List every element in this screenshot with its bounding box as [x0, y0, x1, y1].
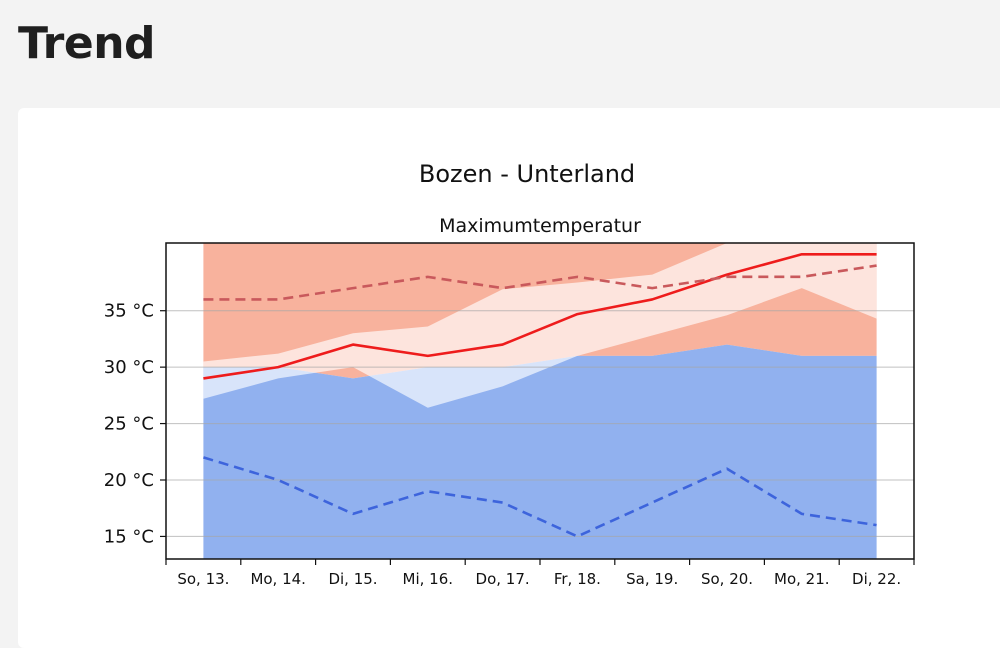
plot-area: 15 °C 20 °C 25 °C 30 °C 35 °C So, 13. Mo, 14. D… — [104, 242, 915, 588]
band-2 — [203, 243, 877, 408]
chart-title: Bozen - Unterland — [419, 160, 635, 188]
chart-subtitle: Maximumtemperatur — [439, 215, 641, 237]
xtick-label-4: Do, 17. — [476, 570, 530, 588]
xtick-label-7: So, 20. — [701, 570, 753, 588]
ytick-label-4: 35 °C — [104, 301, 154, 322]
ytick-label-0: 15 °C — [104, 526, 154, 547]
series-line-0 — [203, 252, 877, 380]
xtick-label-0: So, 13. — [177, 570, 229, 588]
temperature-trend-chart: Bozen - Unterland Maximumtemperatur 15 °… — [104, 160, 915, 588]
chart-card: Bozen - Unterland Maximumtemperatur 15 °… — [18, 108, 1000, 648]
xtick-label-3: Mi, 16. — [403, 570, 454, 588]
xtick-label-8: Mo, 21. — [774, 570, 830, 588]
ytick-label-2: 25 °C — [104, 414, 154, 435]
series-line-1 — [203, 264, 877, 301]
page-title: Trend — [18, 18, 156, 69]
xtick-label-5: Fr, 18. — [554, 570, 601, 588]
xtick-label-2: Di, 15. — [328, 570, 377, 588]
xtick-label-1: Mo, 14. — [250, 570, 306, 588]
xtick-label-6: Sa, 19. — [626, 570, 678, 588]
ytick-label-3: 30 °C — [104, 357, 154, 378]
xtick-label-9: Di, 22. — [852, 570, 901, 588]
ytick-label-1: 20 °C — [104, 470, 154, 491]
plot-content — [166, 243, 914, 559]
band-1 — [203, 344, 877, 559]
series-line-2 — [203, 456, 877, 538]
